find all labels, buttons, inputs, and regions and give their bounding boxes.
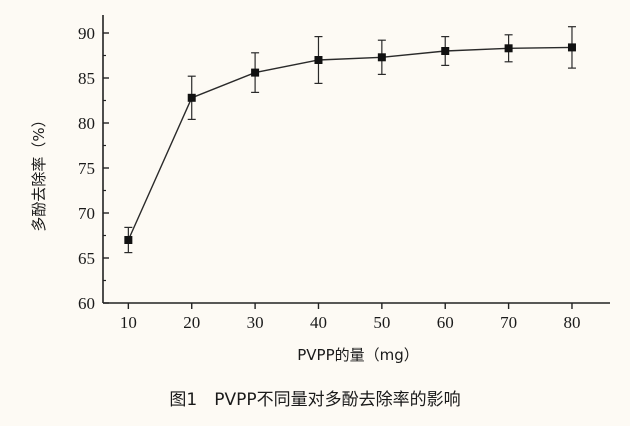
y-tick-label: 60 (78, 294, 95, 313)
axes (102, 15, 610, 304)
y-tick-label: 85 (78, 69, 95, 88)
y-tick-label: 65 (78, 249, 95, 268)
x-tick-label: 30 (247, 313, 264, 332)
y-tick-label: 75 (78, 159, 95, 178)
x-tick-label: 80 (563, 313, 580, 332)
y-axis-label: 多酚去除率（%） (30, 112, 48, 231)
x-axis-label: PVPP的量（mg） (297, 346, 419, 364)
x-tick-label: 10 (120, 313, 137, 332)
data-point (567, 43, 576, 52)
y-tick-label: 80 (78, 114, 95, 133)
series (124, 26, 576, 254)
y-ticks: 60 65 70 75 80 85 90 (78, 24, 109, 313)
x-tick-label: 50 (373, 313, 390, 332)
data-point (441, 47, 450, 55)
x-tick-label: 70 (500, 313, 517, 332)
data-point (314, 56, 323, 64)
x-tick-label: 40 (310, 313, 327, 332)
y-tick-label: 90 (78, 24, 95, 43)
data-point (124, 236, 133, 244)
series-line (127, 46, 572, 241)
y-tick-label: 70 (78, 204, 95, 223)
x-tick-label: 60 (437, 313, 454, 332)
data-point (504, 44, 513, 53)
x-tick-label: 20 (183, 313, 200, 332)
figure-caption: 图1 PVPP不同量对多酚去除率的影响 (169, 390, 460, 410)
data-point (377, 53, 386, 62)
data-point (187, 93, 196, 102)
data-point (251, 68, 260, 77)
x-ticks: 10 20 30 40 50 60 70 80 (120, 303, 580, 332)
